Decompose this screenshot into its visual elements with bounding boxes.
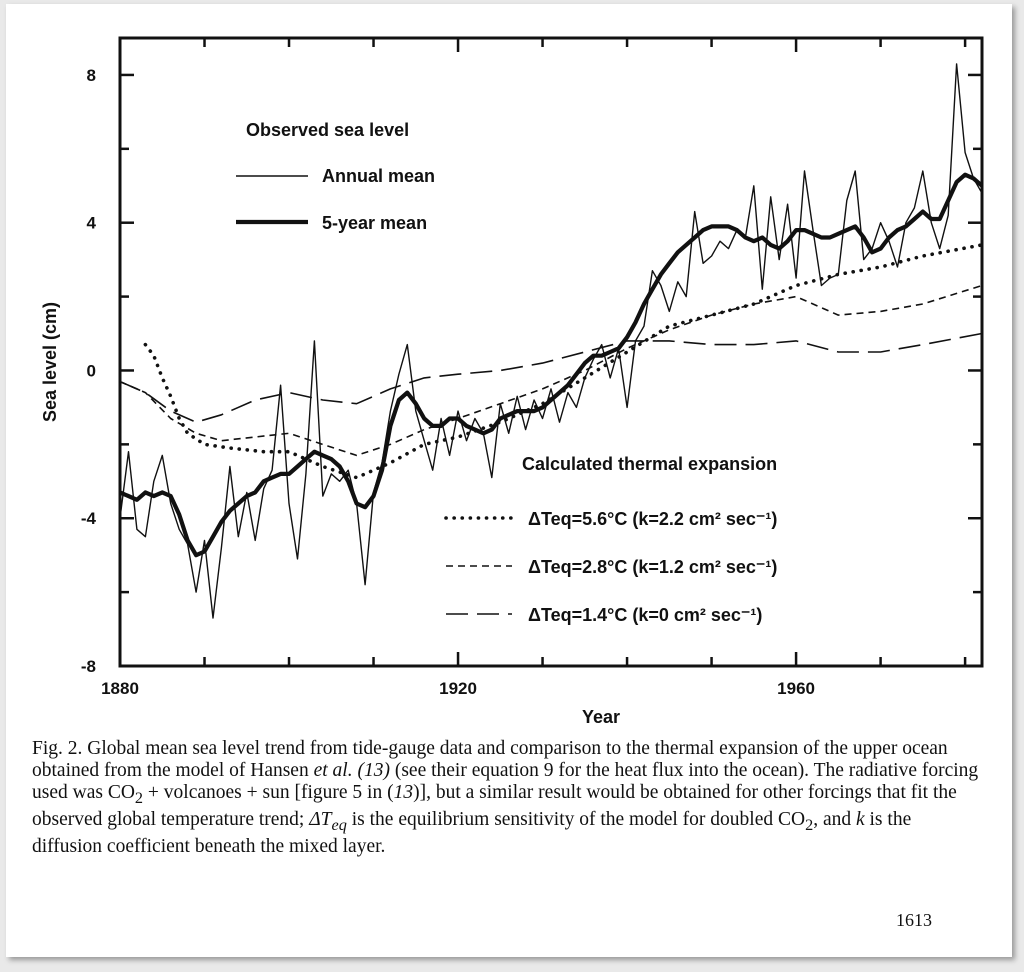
legend-label-5yr: 5-year mean <box>322 213 427 233</box>
series-line-thick-solid <box>119 172 984 558</box>
caption-k-intro: , and <box>813 808 856 830</box>
caption-mid: (see their equation 9 for the heat flux … <box>32 760 979 803</box>
caption-subscript2: 2 <box>805 815 814 834</box>
caption-subscript: 2 <box>134 788 144 807</box>
caption-end: is the diffusion coefficient beneath the… <box>32 808 912 857</box>
x-axis-title: Year <box>582 707 620 727</box>
caption-plus: + volcanoes + sun [figure 5 in ( <box>143 782 394 803</box>
caption-eq: eq <box>331 815 347 834</box>
figure-caption: Fig. 2. Global mean sea level trend from… <box>32 738 982 858</box>
legend-label-dotted: ΔTeq=5.6°C (k=2.2 cm² sec⁻¹) <box>528 509 777 529</box>
series-line-short-dash <box>119 284 983 457</box>
caption-rest: )], but a similar result would be obtain… <box>32 782 957 830</box>
y-tick-label: -8 <box>81 657 96 676</box>
series-line-dotted <box>143 243 984 480</box>
y-tick-label: 4 <box>87 214 97 233</box>
x-tick-label: 1920 <box>439 679 477 698</box>
figure-page: -8 -4 0 4 8 1880 1920 1960 Year Sea level (cm) Obs… <box>6 4 1012 957</box>
caption-after-delta: is the equilibrium sensitivity of the mo… <box>346 808 806 830</box>
caption-etal: et al. <box>313 760 353 781</box>
caption-ref: (13) <box>357 760 390 781</box>
y-tick-label: -4 <box>81 509 97 528</box>
caption-lead: Fig. 2. Global mean sea level trend from… <box>32 738 948 781</box>
series-line-long-dash <box>119 332 983 424</box>
y-tick-label: 0 <box>87 361 96 380</box>
plot-frame <box>118 36 984 668</box>
legend-label-long-dash: ΔTeq=1.4°C (k=0 cm² sec⁻¹) <box>528 605 762 625</box>
legend-label-annual: Annual mean <box>322 166 435 186</box>
legend-heading-observed: Observed sea level <box>246 120 409 140</box>
page-number: 1613 <box>896 910 932 930</box>
x-tick-label: 1960 <box>777 679 815 698</box>
legend-label-short-dash: ΔTeq=2.8°C (k=1.2 cm² sec⁻¹) <box>528 557 777 577</box>
sea-level-chart: -8 -4 0 4 8 1880 1920 1960 Year Sea level (cm) Obs… <box>40 36 984 727</box>
legend-heading-calculated: Calculated thermal expansion <box>522 454 777 474</box>
y-tick-label: 8 <box>87 66 96 85</box>
series-line-thin-solid <box>119 63 983 619</box>
y-axis-title: Sea level (cm) <box>40 302 60 422</box>
x-tick-label: 1880 <box>101 679 139 698</box>
caption-k: k <box>855 808 865 830</box>
caption-delta: ΔT <box>309 808 332 830</box>
caption-ref2: 13 <box>393 782 414 803</box>
